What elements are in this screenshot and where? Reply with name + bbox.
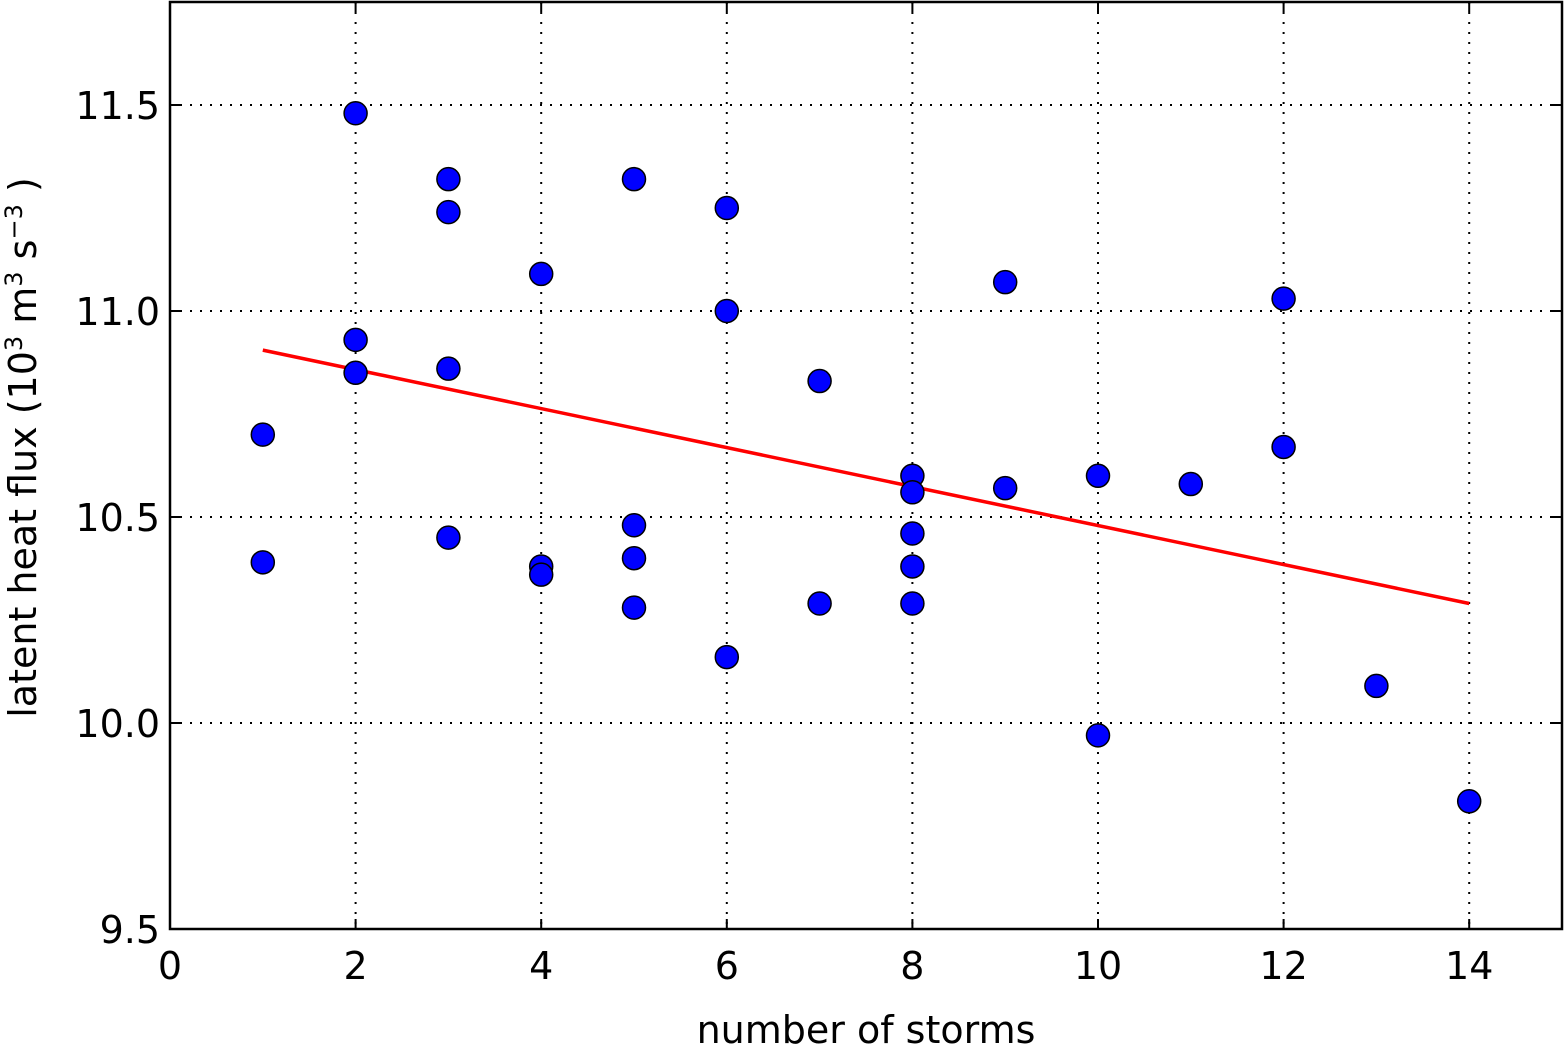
data-point	[807, 368, 832, 394]
y-tick-label: 9.5	[100, 908, 160, 952]
y-axis-label: latent heat flux (103 m3 s−3 )	[0, 177, 45, 718]
data-point	[900, 480, 925, 505]
data-point	[621, 512, 647, 538]
data-point	[343, 100, 368, 126]
data-point	[992, 475, 1018, 501]
y-tick-label: 11.5	[75, 84, 160, 128]
x-tick-label: 2	[344, 944, 368, 988]
data-point	[343, 360, 368, 386]
data-point	[1271, 286, 1296, 311]
x-tick-label: 0	[158, 944, 182, 988]
x-tick-label: 14	[1445, 944, 1493, 988]
data-point	[528, 261, 554, 287]
plot-frame	[168, 0, 1564, 931]
x-axis-label: number of storms	[697, 1008, 1036, 1051]
y-label-exp1: 3	[0, 336, 28, 351]
data-point	[714, 644, 740, 670]
data-point	[436, 199, 461, 225]
y-label-exp3: −3	[0, 204, 28, 239]
data-point	[1456, 789, 1482, 814]
y-label-suffix: )	[1, 177, 45, 204]
x-tick-label: 10	[1074, 944, 1122, 988]
data-point	[992, 269, 1018, 295]
x-tick-label: 12	[1259, 944, 1307, 988]
data-point	[436, 356, 461, 381]
data-point	[714, 298, 740, 324]
y-label-middle: m	[1, 287, 45, 336]
data-point	[621, 166, 647, 192]
x-tick-label: 4	[529, 944, 553, 988]
data-point	[900, 521, 925, 546]
data-point	[343, 327, 368, 353]
regression-line-layer	[262, 348, 1470, 606]
y-tick-label: 11.0	[75, 290, 160, 334]
y-tick-label: 10.5	[75, 496, 160, 540]
data-point	[250, 550, 276, 575]
data-point	[621, 595, 647, 620]
regression-line	[262, 348, 1470, 606]
data-point	[1178, 471, 1204, 497]
y-tick-label: 10.0	[75, 702, 160, 746]
y-label-middle2: s	[1, 240, 45, 272]
data-point	[528, 562, 554, 587]
data-point	[807, 591, 832, 616]
data-point	[1085, 723, 1111, 748]
tick-layer: 0 2 4 6 8 10 12 14 9.5 10.0 10.5 11.0 11.5	[75, 2, 1562, 988]
data-point	[714, 195, 740, 221]
data-point	[900, 591, 925, 616]
data-point	[1364, 673, 1389, 699]
data-point	[621, 545, 647, 571]
y-label-exp2: 3	[0, 271, 28, 286]
grid-layer	[170, 2, 1562, 929]
data-point	[1085, 463, 1111, 489]
x-tick-label: 8	[900, 944, 924, 988]
data-point	[1271, 434, 1296, 460]
y-label-prefix: latent heat flux (10	[1, 351, 45, 718]
data-point	[250, 422, 276, 447]
data-point	[900, 554, 925, 579]
data-points-layer	[250, 100, 1482, 814]
x-tick-label: 6	[715, 944, 739, 988]
data-point	[436, 525, 461, 550]
data-point	[436, 166, 461, 192]
